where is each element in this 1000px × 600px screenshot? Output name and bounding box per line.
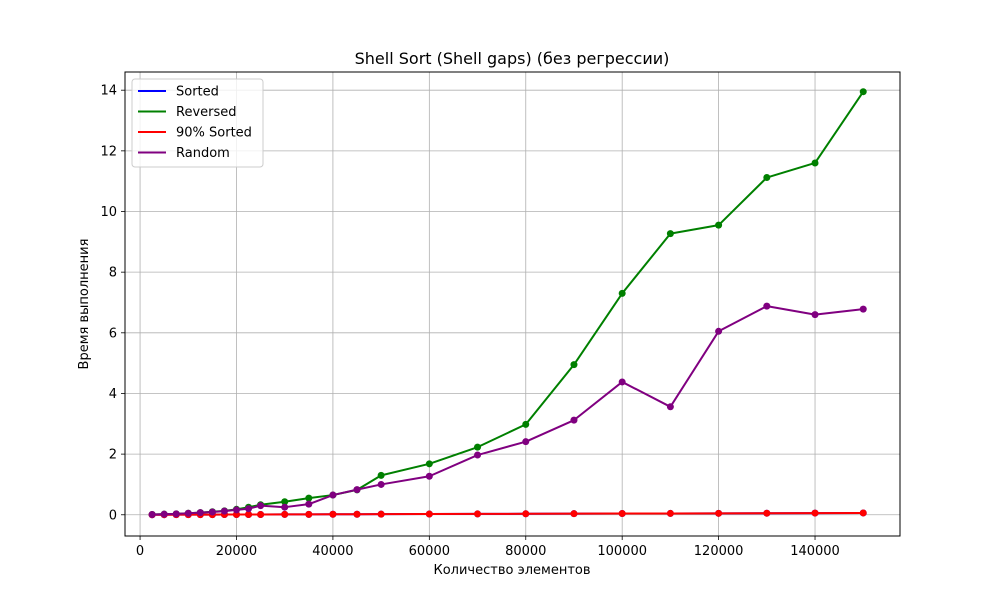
data-point-90-sorted <box>474 510 482 518</box>
data-point-90-sorted <box>257 510 265 518</box>
data-point-90-sorted <box>245 510 253 518</box>
data-point-random <box>305 500 313 508</box>
data-point-random <box>245 505 253 513</box>
y-tick-label: 10 <box>100 205 117 220</box>
data-point-90-sorted <box>811 509 819 517</box>
data-point-reversed <box>570 361 578 369</box>
data-point-random <box>220 507 228 515</box>
data-point-random <box>715 327 723 335</box>
data-point-90-sorted <box>763 509 771 517</box>
y-tick-label: 12 <box>100 144 117 159</box>
y-tick-label: 14 <box>100 84 117 99</box>
legend-box <box>131 78 264 168</box>
data-point-reversed <box>305 494 313 502</box>
legend-label: Reversed <box>176 105 237 120</box>
data-point-90-sorted <box>353 510 361 518</box>
x-tick-label: 140000 <box>790 544 840 559</box>
data-point-90-sorted <box>329 510 337 518</box>
data-point-90-sorted <box>859 509 867 517</box>
data-point-reversed <box>474 443 482 451</box>
data-point-random <box>666 403 674 411</box>
data-point-90-sorted <box>570 510 578 518</box>
data-point-90-sorted <box>715 509 723 517</box>
data-point-random <box>763 302 771 310</box>
data-point-random <box>148 510 156 518</box>
data-point-reversed <box>859 88 867 96</box>
legend-label: Sorted <box>176 85 219 100</box>
plot-frame <box>124 71 901 537</box>
data-point-random <box>196 509 204 517</box>
data-point-random <box>353 486 361 494</box>
data-point-random <box>172 510 180 518</box>
legend: Sorted Reversed 90% Sorted Random <box>131 78 264 168</box>
y-tick-label: 6 <box>109 326 117 341</box>
data-point-random <box>257 502 265 510</box>
data-point-random <box>859 305 867 313</box>
data-point-random <box>377 480 385 488</box>
legend-label: 90% Sorted <box>176 126 252 141</box>
data-point-90-sorted <box>281 510 289 518</box>
data-point-reversed <box>811 159 819 167</box>
x-tick-label: 100000 <box>597 544 647 559</box>
y-tick-label: 8 <box>109 266 117 281</box>
data-point-reversed <box>281 498 289 506</box>
data-point-reversed <box>666 230 674 238</box>
data-point-reversed <box>715 221 723 229</box>
data-point-random <box>425 472 433 480</box>
data-point-random <box>329 491 337 499</box>
data-point-reversed <box>377 471 385 479</box>
data-point-random <box>618 378 626 386</box>
x-tick-label: 120000 <box>694 544 744 559</box>
data-point-random <box>570 416 578 424</box>
data-point-random <box>232 506 240 514</box>
chart-title: Shell Sort (Shell gaps) (без регрессии) <box>355 49 670 68</box>
series-layer <box>148 88 867 519</box>
data-point-90-sorted <box>618 510 626 518</box>
data-point-random <box>281 503 289 511</box>
data-point-random <box>184 509 192 517</box>
y-tick-label: 4 <box>109 387 117 402</box>
data-point-random <box>208 508 216 516</box>
x-axis-label: Количество элементов <box>433 563 590 578</box>
x-tick-label: 80000 <box>505 544 546 559</box>
data-point-random <box>160 510 168 518</box>
ticks: 0 20000 40000 60000 80000 100000 120000 140000 0… <box>100 84 839 559</box>
x-tick-label: 60000 <box>409 544 450 559</box>
data-point-reversed <box>763 174 771 182</box>
x-tick-label: 20000 <box>216 544 257 559</box>
x-tick-label: 0 <box>136 544 144 559</box>
data-point-90-sorted <box>666 509 674 517</box>
y-axis-label: Время выполнения <box>77 239 92 370</box>
data-point-90-sorted <box>305 510 313 518</box>
data-point-reversed <box>618 289 626 297</box>
data-point-random <box>474 451 482 459</box>
data-point-random <box>522 438 530 446</box>
y-tick-label: 0 <box>109 508 117 523</box>
x-tick-label: 40000 <box>312 544 353 559</box>
series-random <box>148 302 867 518</box>
data-point-90-sorted <box>377 510 385 518</box>
data-point-random <box>811 311 819 319</box>
data-point-90-sorted <box>522 510 530 518</box>
legend-label: Random <box>176 146 230 161</box>
data-point-reversed <box>522 420 530 428</box>
y-tick-label: 2 <box>109 448 117 463</box>
data-point-reversed <box>425 460 433 468</box>
data-point-90-sorted <box>425 510 433 518</box>
